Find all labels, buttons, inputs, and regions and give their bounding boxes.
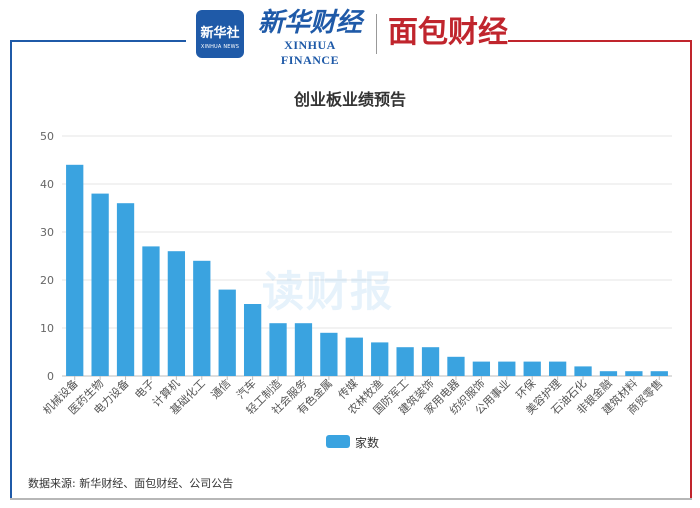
x-tick-label: 通信 [209, 377, 234, 402]
xinhua-logo-en: XINHUA NEWS [200, 44, 240, 50]
frame-top-right-line [508, 40, 692, 42]
watermark: 读财报 [262, 267, 395, 316]
xinhua-news-logo: 新华社 XINHUA NEWS [196, 10, 244, 58]
bar [320, 332, 338, 376]
y-tick-label: 40 [40, 178, 54, 191]
bar [498, 361, 516, 376]
bar [218, 289, 236, 376]
bar [574, 366, 592, 376]
bar [193, 260, 211, 376]
y-tick-label: 0 [47, 370, 54, 383]
logo-divider [376, 14, 377, 54]
bar [421, 347, 440, 376]
bar [116, 203, 135, 376]
frame-right-line [690, 40, 692, 500]
xinhua-logo-cn: 新华社 [200, 26, 240, 41]
data-source: 数据来源: 新华财经、面包财经、公司公告 [28, 477, 234, 490]
bar [548, 361, 567, 376]
bar [371, 342, 389, 376]
bar [599, 371, 618, 376]
bar [523, 361, 541, 376]
bar [269, 323, 287, 376]
bar [650, 371, 668, 376]
bar [243, 304, 262, 376]
legend-label: 家数 [355, 436, 380, 450]
bar [294, 323, 313, 376]
xinhua-finance-logo: 新华财经 XINHUA FINANCE [254, 8, 366, 68]
chart-title: 创业板业绩预告 [293, 90, 406, 109]
bar [91, 193, 109, 376]
frame-left-line [10, 40, 12, 500]
bar [142, 246, 160, 376]
frame-top-left-line [10, 40, 186, 42]
bar [472, 361, 491, 376]
frame-bottom-line [10, 498, 692, 500]
bar [396, 347, 414, 376]
legend-swatch[interactable] [326, 435, 350, 448]
bar [345, 337, 363, 376]
y-tick-label: 50 [40, 130, 54, 143]
xinhua-finance-logo-en: XINHUA FINANCE [280, 38, 340, 67]
xinhua-finance-logo-cn: 新华财经 [257, 8, 362, 38]
y-tick-label: 20 [40, 274, 54, 287]
y-tick-label: 30 [40, 226, 54, 239]
mianbao-finance-logo: 面包财经 [388, 15, 508, 50]
bar [167, 251, 186, 376]
y-tick-label: 10 [40, 322, 54, 335]
bar [447, 356, 465, 376]
bar [625, 371, 643, 376]
bar [66, 164, 84, 376]
